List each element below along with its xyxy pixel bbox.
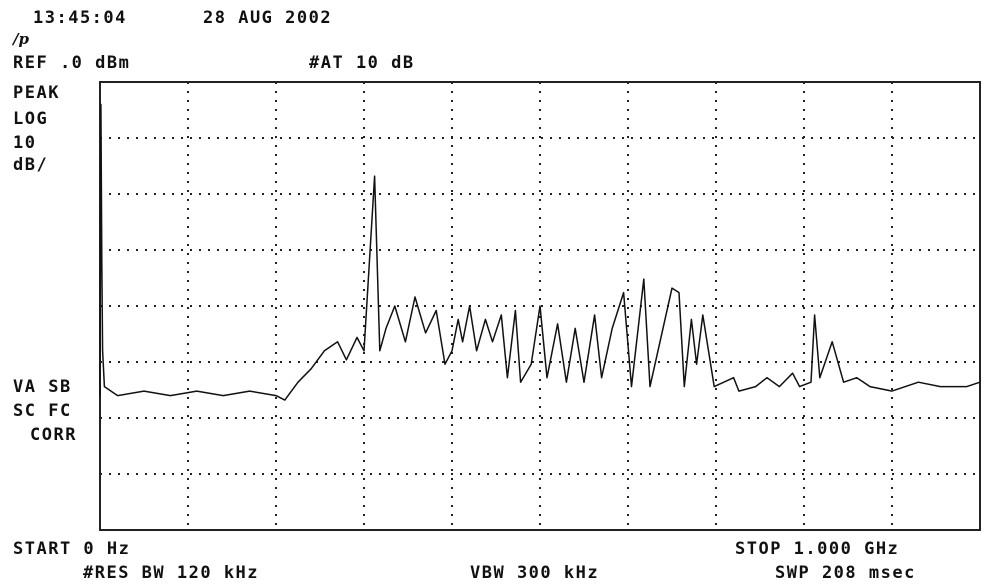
scale-value-label: 10 <box>13 133 37 153</box>
detector-label: PEAK <box>13 83 60 103</box>
date: 28 AUG 2002 <box>203 8 333 28</box>
ref-level: REF .0 dBm <box>13 53 131 73</box>
va-sb-label: VA SB <box>13 377 72 397</box>
timestamp: 13:45:04 <box>33 8 127 28</box>
video-bandwidth: VBW 300 kHz <box>470 563 600 583</box>
hp-logo-icon: /p <box>13 30 29 48</box>
stop-frequency: STOP 1.000 GHz <box>735 539 900 559</box>
scale-type-label: LOG <box>13 109 49 129</box>
scale-unit-label: dB/ <box>13 155 49 175</box>
corr-label: CORR <box>30 425 77 445</box>
sc-fc-label: SC FC <box>13 401 72 421</box>
sweep-time: SWP 208 msec <box>775 563 916 583</box>
start-frequency: START 0 Hz <box>13 539 131 559</box>
spectrum-trace <box>99 103 981 401</box>
resolution-bandwidth: #RES BW 120 kHz <box>83 563 260 583</box>
attenuation: #AT 10 dB <box>309 53 415 73</box>
